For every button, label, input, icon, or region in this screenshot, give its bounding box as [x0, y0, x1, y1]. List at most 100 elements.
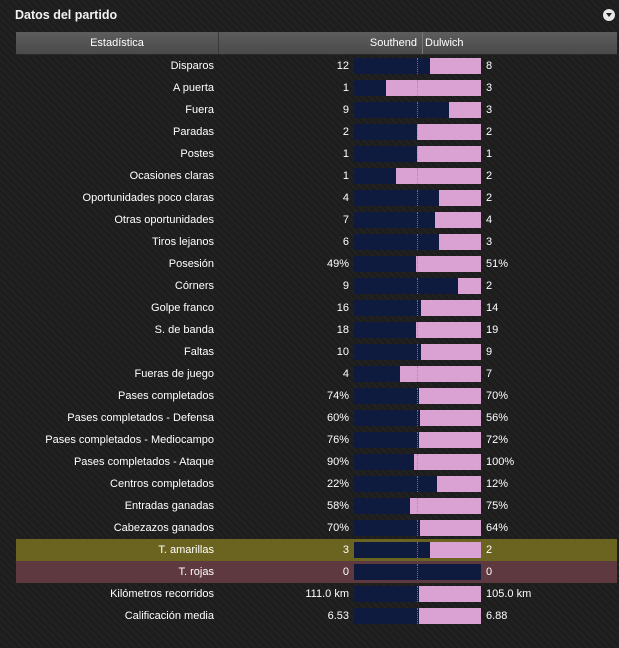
bar-midline	[417, 80, 418, 96]
home-value: 0	[342, 566, 349, 578]
away-value: 9	[486, 346, 493, 358]
home-value: 9	[342, 280, 349, 292]
bar-midline	[417, 410, 418, 426]
comparison-bar	[354, 190, 481, 206]
away-share-bar	[420, 410, 481, 426]
away-share-bar	[435, 212, 481, 228]
stat-label: Kilómetros recorridos	[110, 588, 214, 600]
stat-row: Fueras de juego 4 7	[16, 363, 617, 385]
stat-row: S. de banda 18 19	[16, 319, 617, 341]
stat-label: Ocasiones claras	[129, 170, 214, 182]
stat-label: Postes	[180, 148, 214, 160]
stat-label: Disparos	[170, 60, 214, 72]
comparison-bar	[354, 124, 481, 140]
home-value: 2	[342, 126, 349, 138]
comparison-bar	[354, 146, 481, 162]
away-value: 3	[486, 104, 493, 116]
away-value: 8	[486, 60, 493, 72]
away-value: 3	[486, 82, 493, 94]
away-share-bar	[414, 454, 481, 470]
away-share-bar	[449, 102, 481, 118]
home-value: 4	[342, 192, 349, 204]
header-away-team: Dulwich	[422, 32, 525, 54]
away-share-bar	[437, 476, 481, 492]
comparison-bar	[354, 234, 481, 250]
header-statistic: Estadística	[16, 32, 219, 54]
away-share-bar	[400, 366, 481, 382]
home-value: 6	[342, 236, 349, 248]
away-value: 2	[486, 126, 493, 138]
home-value: 90%	[326, 456, 349, 468]
stat-label: Paradas	[173, 126, 214, 138]
home-value: 49%	[326, 258, 349, 270]
bar-midline	[417, 146, 418, 162]
comparison-bar	[354, 278, 481, 294]
stat-label: Pases completados - Mediocampo	[45, 434, 214, 446]
away-share-bar	[410, 498, 481, 514]
comparison-bar	[354, 366, 481, 382]
away-share-bar	[458, 278, 481, 294]
stat-row: Pases completados 74% 70%	[16, 385, 617, 407]
stat-row: Tiros lejanos 6 3	[16, 231, 617, 253]
away-value: 70%	[486, 390, 509, 402]
stat-row: Calificación media 6.53 6.88	[16, 605, 617, 627]
stat-row: Disparos 12 8	[16, 55, 617, 77]
away-share-bar	[439, 190, 481, 206]
bar-midline	[417, 388, 418, 404]
stat-row: Cabezazos ganados 70% 64%	[16, 517, 617, 539]
away-value: 51%	[486, 258, 509, 270]
away-value: 3	[486, 236, 493, 248]
panel-title: Datos del partido	[15, 8, 118, 22]
home-value: 12	[336, 60, 349, 72]
home-value: 111.0 km	[305, 588, 349, 600]
stat-row: Postes 1 1	[16, 143, 617, 165]
home-value: 7	[342, 214, 349, 226]
comparison-bar	[354, 586, 481, 602]
home-value: 1	[342, 82, 349, 94]
home-value: 76%	[326, 434, 349, 446]
comparison-bar	[354, 322, 481, 338]
stat-label: Fuera	[185, 104, 214, 116]
chevron-down-icon[interactable]	[603, 9, 615, 21]
away-value: 2	[486, 544, 493, 556]
away-share-bar	[419, 432, 481, 448]
stats-table-header: Estadística Southend Dulwich	[16, 32, 617, 55]
bar-midline	[417, 168, 418, 184]
away-value: 2	[486, 170, 493, 182]
bar-midline	[417, 58, 418, 74]
away-share-bar	[416, 256, 481, 272]
home-value: 18	[336, 324, 349, 336]
stat-row: Entradas ganadas 58% 75%	[16, 495, 617, 517]
away-value: 64%	[486, 522, 509, 534]
away-share-bar	[421, 344, 481, 360]
away-share-bar	[421, 300, 481, 316]
comparison-bar	[354, 608, 481, 624]
stat-row: Fuera 9 3	[16, 99, 617, 121]
stat-label: Centros completados	[110, 478, 214, 490]
home-value: 58%	[326, 500, 349, 512]
home-value: 6.53	[327, 610, 349, 622]
away-value: 6.88	[486, 610, 508, 622]
bar-midline	[417, 278, 418, 294]
home-value: 1	[342, 148, 349, 160]
stat-label: Posesión	[168, 258, 214, 270]
comparison-bar	[354, 432, 481, 448]
away-value: 4	[486, 214, 493, 226]
stat-row: Kilómetros recorridos 111.0 km 105.0 km	[16, 583, 617, 605]
stat-row: Golpe franco 16 14	[16, 297, 617, 319]
comparison-bar	[354, 212, 481, 228]
away-value: 14	[486, 302, 499, 314]
stat-row: T. amarillas 3 2	[16, 539, 617, 561]
bar-midline	[417, 102, 418, 118]
home-value: 70%	[326, 522, 349, 534]
stat-label: Pases completados - Defensa	[67, 412, 214, 424]
comparison-bar	[354, 102, 481, 118]
stat-label: T. rojas	[178, 566, 214, 578]
comparison-bar	[354, 344, 481, 360]
stat-label: Fueras de juego	[134, 368, 215, 380]
stat-row: Pases completados - Ataque 90% 100%	[16, 451, 617, 473]
stat-label: Calificación media	[124, 610, 214, 622]
away-share-bar	[420, 520, 481, 536]
stats-rows: Disparos 12 8 A puerta 1 3 Fuera 9 3 Paradas 2 2 Pos…	[16, 55, 617, 627]
